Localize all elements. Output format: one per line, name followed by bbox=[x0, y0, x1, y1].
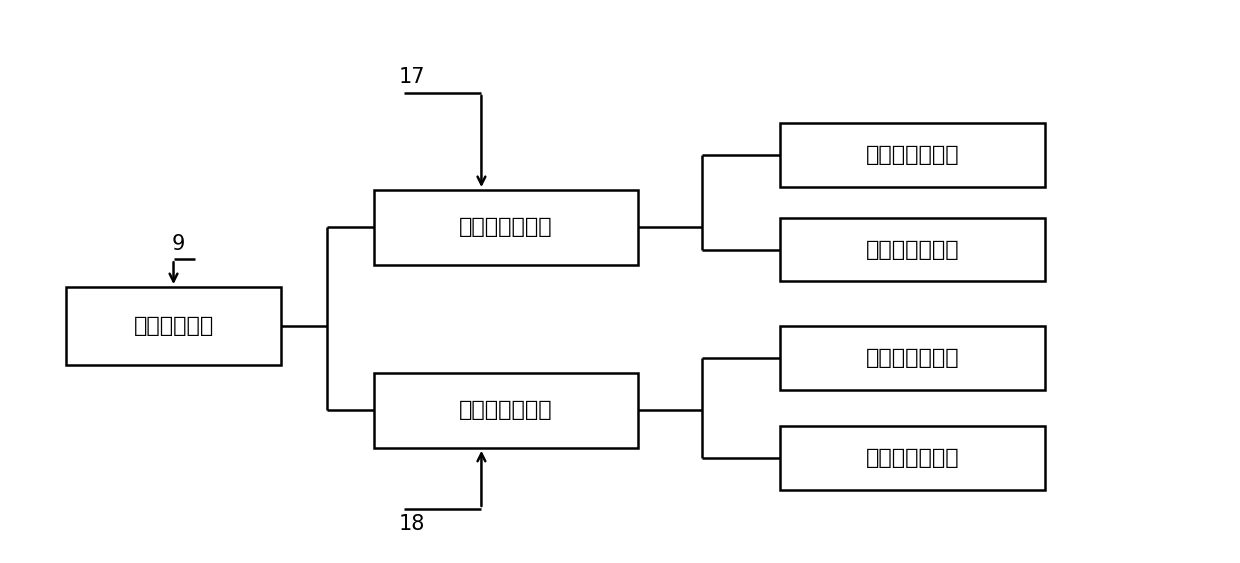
Text: 数据库查询模块: 数据库查询模块 bbox=[459, 400, 553, 421]
Text: 用户数据库管理: 用户数据库管理 bbox=[866, 145, 960, 166]
Bar bbox=[780, 326, 1045, 390]
Bar bbox=[780, 123, 1045, 187]
Text: 9: 9 bbox=[172, 234, 185, 254]
Text: 18: 18 bbox=[398, 515, 424, 534]
Text: 17: 17 bbox=[398, 68, 425, 87]
Bar bbox=[780, 426, 1045, 489]
Bar bbox=[373, 373, 639, 448]
Text: 数据存储装置: 数据存储装置 bbox=[134, 316, 213, 336]
Text: 按测点点号查询: 按测点点号查询 bbox=[866, 348, 960, 368]
Text: 按监测日期查询: 按监测日期查询 bbox=[866, 448, 960, 468]
Bar bbox=[373, 190, 639, 265]
Bar bbox=[66, 287, 281, 365]
Bar bbox=[780, 218, 1045, 282]
Text: 测量数据库管理: 测量数据库管理 bbox=[866, 240, 960, 260]
Text: 数据库管理模块: 数据库管理模块 bbox=[459, 217, 553, 238]
